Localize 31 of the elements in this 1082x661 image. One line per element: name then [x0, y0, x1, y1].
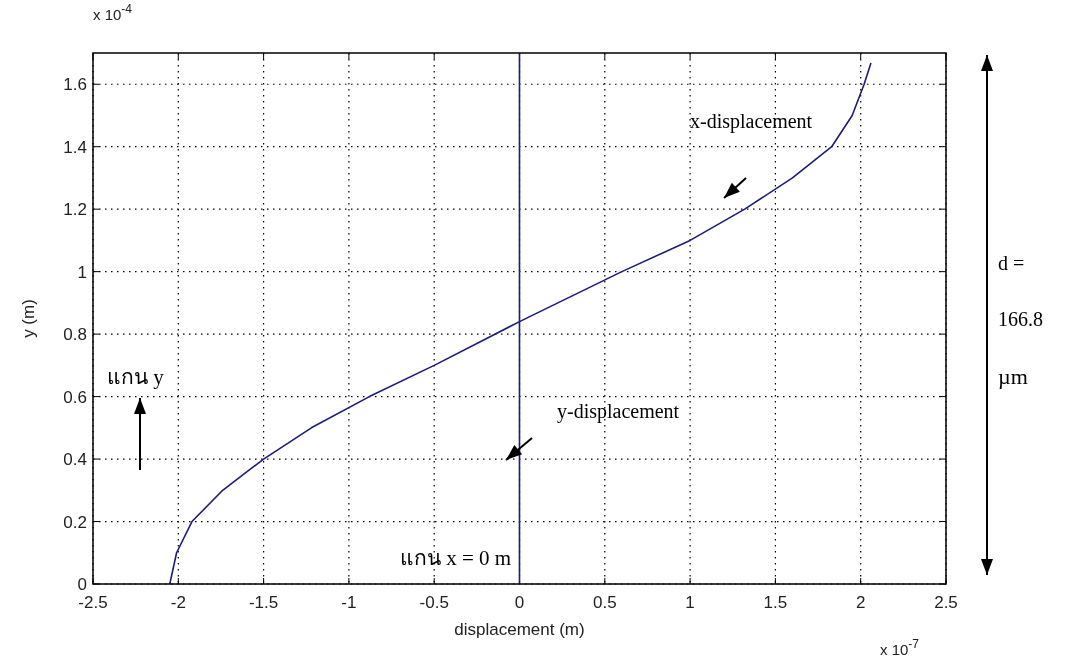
- y-tick-label: 0: [77, 575, 87, 594]
- x-tick-label: -2: [170, 593, 186, 612]
- y-tick-label: 0.8: [63, 325, 87, 345]
- y-axis-title: y (m): [19, 299, 38, 338]
- x-tick-label: -0.5: [419, 593, 449, 612]
- x-tick-label: 1: [685, 593, 695, 612]
- x-tick-label: 0: [514, 593, 525, 612]
- annotation: แกน x = 0 m: [400, 546, 512, 570]
- annotation: แกน y: [107, 365, 165, 389]
- text: 166.8: [998, 308, 1043, 330]
- x-tick-label: -1: [341, 593, 357, 612]
- x-tick-label: 2: [855, 593, 866, 612]
- x-axis-title: displacement (m): [454, 620, 585, 639]
- series-label: y-displacement: [557, 400, 680, 423]
- text: x 10$^{-4}$: [93, 2, 133, 23]
- text: d =: [998, 252, 1025, 274]
- x-tick-label: 0.5: [592, 593, 617, 612]
- y-tick-label: 1.6: [63, 75, 87, 95]
- y-tick-label: 0.2: [63, 512, 87, 532]
- x-tick-label: -1.5: [248, 593, 279, 612]
- x-tick-label: 1.5: [763, 593, 788, 612]
- x-tick-label: 2.5: [934, 593, 958, 612]
- y-tick-label: 1: [77, 262, 87, 282]
- y-tick-label: 0.6: [63, 387, 87, 407]
- text: x 10$^{-7}$: [880, 637, 920, 658]
- y-tick-label: 1.2: [63, 200, 87, 220]
- text: µm: [998, 364, 1028, 389]
- series-label: x-displacement: [690, 110, 813, 133]
- y-tick-label: 1.4: [63, 137, 87, 157]
- x-tick-label: -2.5: [78, 593, 108, 612]
- y-tick-label: 0.4: [63, 450, 87, 470]
